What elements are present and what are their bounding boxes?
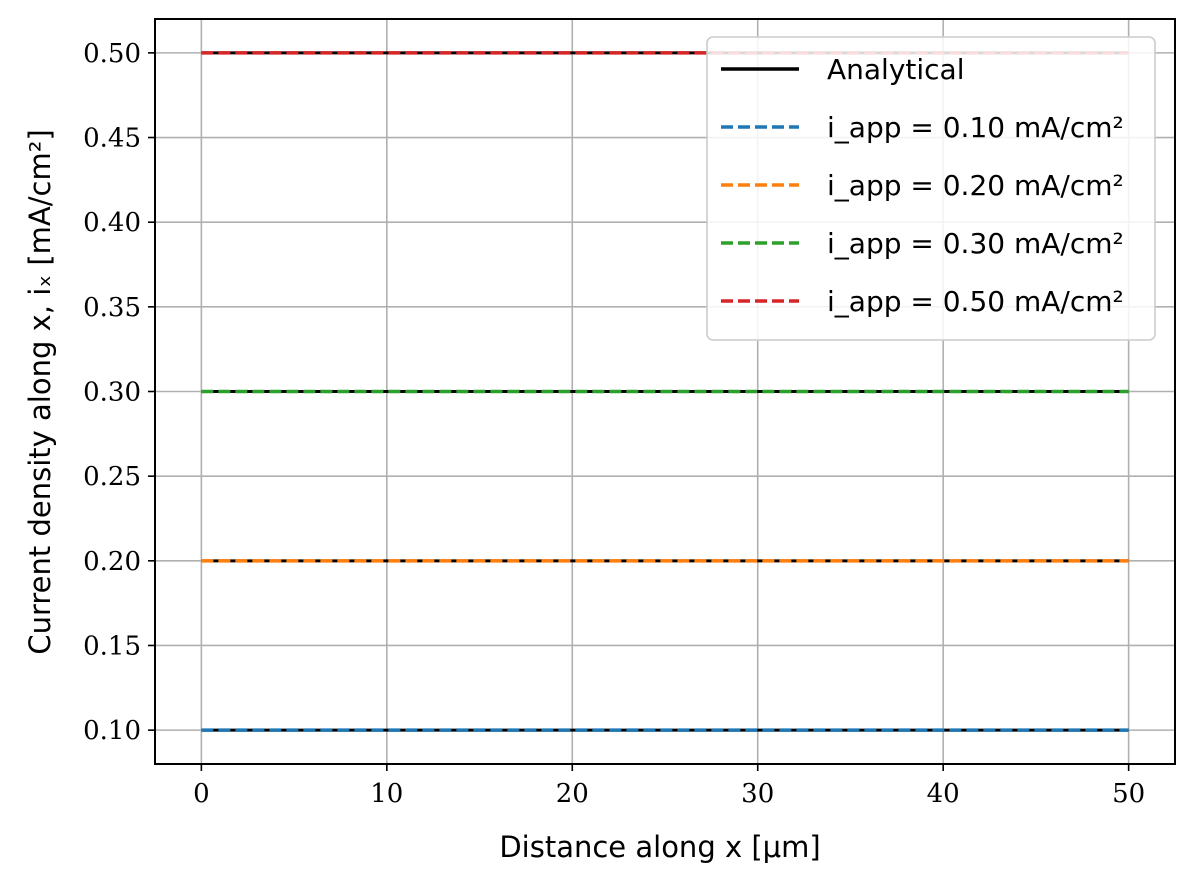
y-tick-label: 0.15 <box>83 631 141 661</box>
legend-label: i_app = 0.30 mA/cm² <box>827 227 1124 260</box>
y-tick-label: 0.40 <box>83 208 141 238</box>
y-tick-label: 0.50 <box>83 39 141 69</box>
y-tick-label: 0.45 <box>83 124 141 154</box>
y-tick-label: 0.10 <box>83 716 141 746</box>
legend-label: i_app = 0.10 mA/cm² <box>827 111 1124 144</box>
x-axis-title: Distance along x [μm] <box>499 830 820 864</box>
y-tick-label: 0.35 <box>83 293 141 323</box>
x-tick-label: 50 <box>1112 779 1145 809</box>
legend-label: i_app = 0.20 mA/cm² <box>827 169 1124 202</box>
ticks: 0 10 20 30 40 50 0.10 0.15 0.20 0.25 0.30 0.35 0.40 0… <box>83 39 1145 809</box>
x-tick-label: 10 <box>370 779 403 809</box>
legend-box <box>706 36 1156 341</box>
y-axis-title: Current density along x, iₓ [mA/cm²] <box>23 129 57 654</box>
legend-label: Analytical <box>827 53 965 86</box>
y-tick-label: 0.30 <box>83 378 141 408</box>
legend: Analytical i_app = 0.10 mA/cm² i_app = 0.2… <box>706 36 1156 341</box>
x-tick-label: 20 <box>556 779 589 809</box>
x-tick-label: 0 <box>193 779 210 809</box>
y-tick-label: 0.25 <box>83 462 141 492</box>
legend-label: i_app = 0.50 mA/cm² <box>827 285 1124 318</box>
x-tick-label: 30 <box>741 779 774 809</box>
x-tick-label: 40 <box>927 779 960 809</box>
y-tick-label: 0.20 <box>83 547 141 577</box>
